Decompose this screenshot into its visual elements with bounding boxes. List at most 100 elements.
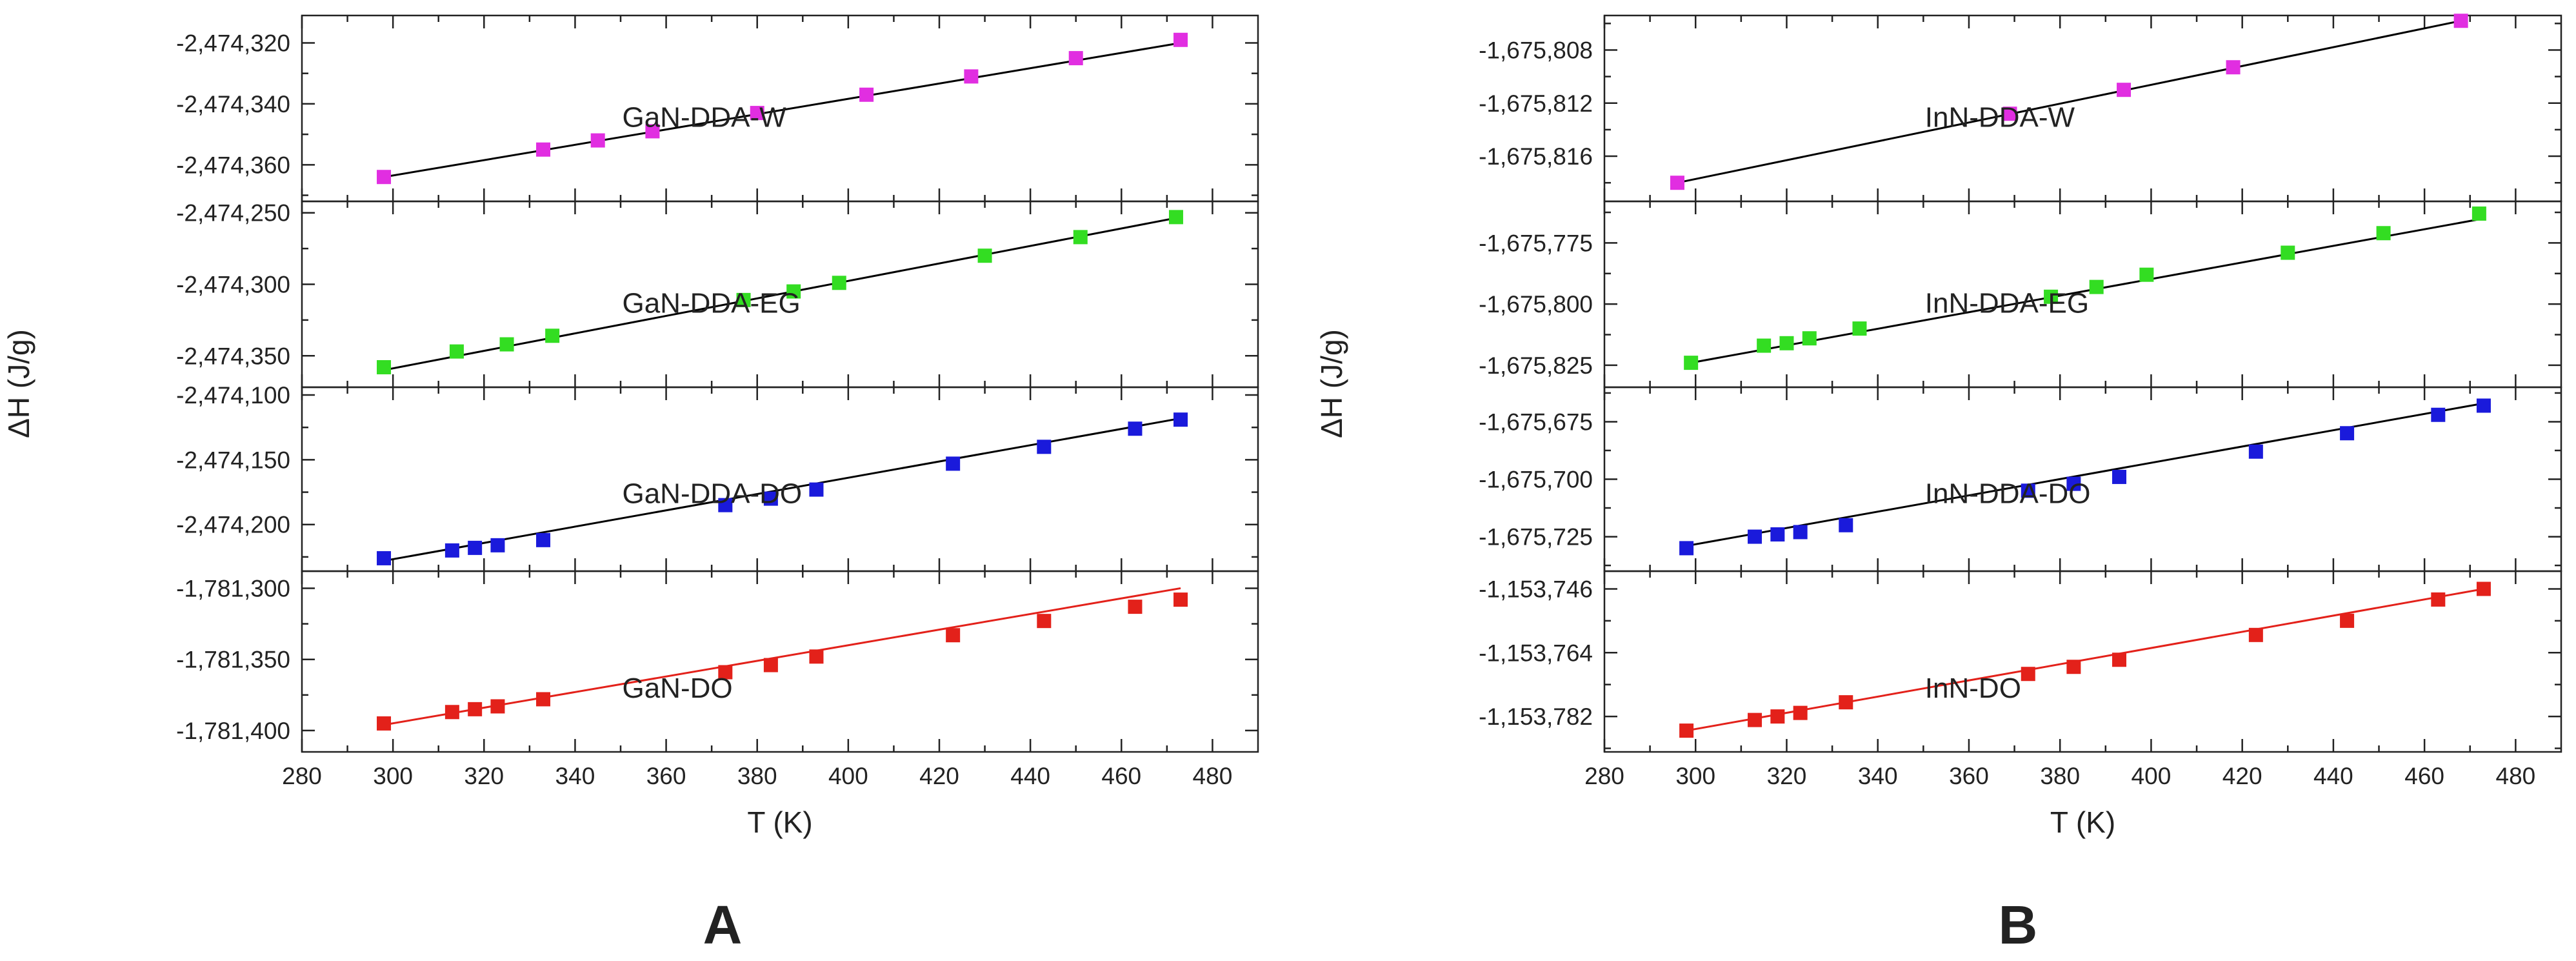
data-point — [786, 284, 801, 299]
y-tick-label: -1,675,800 — [1479, 291, 1593, 318]
y-tick-label: -1,781,300 — [176, 575, 290, 602]
data-point — [2453, 14, 2468, 28]
data-point — [1793, 525, 1808, 540]
x-tick-label: 340 — [1858, 763, 1898, 789]
subplot-gan-do: -1,781,400 -1,781,350 -1,781,300 GaN-DO — [176, 570, 1259, 753]
data-point — [536, 142, 551, 157]
data-point — [2376, 226, 2391, 241]
x-axis-title: T (K) — [2050, 805, 2115, 839]
data-point — [2089, 279, 2104, 294]
data-point — [1173, 592, 1188, 607]
y-tick-label: -2,474,320 — [176, 30, 290, 56]
data-point — [1748, 529, 1762, 544]
data-point — [2476, 582, 2491, 596]
panel-a: -2,474,360-2,474,340-2,474,320GaN-DDA-W-… — [2, 14, 1259, 955]
data-point — [2112, 652, 2126, 667]
data-point — [763, 491, 778, 506]
data-point — [1793, 705, 1808, 720]
x-tick-label: 280 — [1584, 763, 1624, 789]
x-tick-label: 480 — [2496, 763, 2536, 789]
y-tick-label: -1,675,816 — [1479, 143, 1593, 170]
y-tick-label: -1,675,812 — [1479, 90, 1593, 117]
data-point — [2340, 426, 2355, 441]
x-tick-label: 460 — [1101, 763, 1141, 789]
subplot-frame — [1603, 570, 2562, 753]
y-tick-label: -1,675,825 — [1479, 352, 1593, 379]
data-point — [1168, 210, 1183, 225]
y-tick-label: -2,474,340 — [176, 91, 290, 117]
data-point — [1779, 336, 1794, 350]
y-axis-title: ΔH (J/g) — [1315, 329, 1348, 438]
fit-line — [383, 587, 1181, 726]
x-tick-label: 380 — [737, 763, 777, 789]
data-point — [2021, 483, 2035, 498]
y-tick-label: -1,781,350 — [176, 647, 290, 673]
data-point — [1770, 527, 1785, 541]
data-point — [2066, 660, 2081, 674]
y-tick-label: -2,474,300 — [176, 271, 290, 298]
data-point — [1679, 541, 1694, 556]
y-tick-label: -2,474,360 — [176, 152, 290, 178]
data-point — [499, 337, 514, 352]
data-point — [1839, 695, 1853, 710]
data-point — [763, 658, 778, 673]
data-point — [468, 540, 483, 555]
data-point — [536, 532, 551, 547]
data-point — [1037, 440, 1052, 454]
x-tick-label: 320 — [1767, 763, 1807, 789]
data-point — [1670, 176, 1684, 190]
data-point — [1173, 32, 1188, 47]
fit-line — [1686, 587, 2484, 732]
y-tick-label: -1,153,746 — [1479, 576, 1593, 602]
panel-letter: B — [1999, 895, 2038, 955]
fit-line — [1690, 217, 2484, 364]
data-point — [809, 482, 824, 497]
subplot-gan-dda-eg: -2,474,350 -2,474,300 -2,474,250 GaN-DDA-EG — [176, 200, 1259, 389]
series-label: InN-DDA-EG — [1925, 287, 2089, 319]
data-point — [590, 133, 605, 148]
x-tick-label: 360 — [646, 763, 686, 789]
data-point — [2112, 469, 2126, 484]
data-point — [964, 69, 979, 84]
subplot-gan-dda-w: -2,474,360 -2,474,340 -2,474,320 GaN-DDA-W — [176, 14, 1259, 203]
y-axis-title: ΔH (J/g) — [2, 329, 35, 438]
data-point — [536, 692, 551, 707]
data-point — [1679, 723, 1694, 738]
x-tick-label: 440 — [2313, 763, 2353, 789]
y-tick-label: -1,781,400 — [176, 718, 290, 744]
x-tick-label: 340 — [555, 763, 595, 789]
y-tick-label: -2,474,100 — [176, 382, 290, 409]
data-point — [1128, 421, 1143, 436]
y-tick-label: -1,675,725 — [1479, 524, 1593, 551]
data-point — [2117, 83, 2132, 97]
data-point — [444, 543, 459, 558]
panel-letter: A — [703, 895, 743, 955]
data-point — [2066, 476, 2081, 491]
panel-b: -1,675,816-1,675,812-1,675,808InN-DDA-W-… — [1315, 14, 2562, 955]
x-tick-label: 300 — [373, 763, 413, 789]
x-tick-label: 400 — [2132, 763, 2172, 789]
data-point — [2248, 444, 2263, 459]
y-tick-label: -2,474,350 — [176, 343, 290, 369]
y-tick-label: -1,675,675 — [1479, 409, 1593, 435]
data-point — [2021, 667, 2035, 682]
y-tick-label: -1,675,700 — [1479, 467, 1593, 493]
y-tick-label: -1,675,775 — [1479, 230, 1593, 256]
data-point — [946, 456, 961, 471]
y-tick-label: -1,153,782 — [1479, 703, 1593, 730]
x-tick-label: 380 — [2040, 763, 2080, 789]
data-point — [1839, 518, 1853, 532]
data-point — [2226, 60, 2241, 75]
y-tick-label: -2,474,250 — [176, 200, 290, 227]
x-tick-label: 320 — [464, 763, 504, 789]
data-point — [377, 359, 392, 374]
data-point — [1757, 338, 1772, 353]
data-point — [809, 649, 824, 664]
x-tick-label: 480 — [1193, 763, 1233, 789]
data-point — [1128, 600, 1143, 614]
data-point — [2044, 289, 2059, 304]
data-point — [1068, 51, 1083, 66]
fit-line — [383, 42, 1181, 178]
y-tick-label: -2,474,150 — [176, 447, 290, 473]
data-point — [736, 292, 751, 307]
